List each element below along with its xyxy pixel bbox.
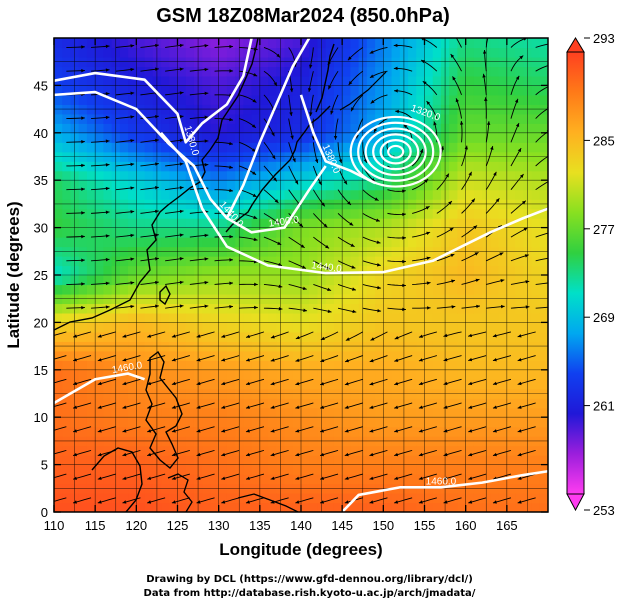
- y-tick-label: 20: [34, 315, 48, 330]
- colorbar: 253 261 269 277 285 293: [566, 31, 615, 518]
- height-contour: [160, 131, 548, 275]
- height-contour: [299, 94, 376, 185]
- x-tick-label: 160: [455, 518, 477, 533]
- coastline-sakhalin: [315, 43, 335, 113]
- colorbar-bottom-arrow: [566, 493, 585, 512]
- contour-label: 1460.0: [111, 360, 143, 376]
- height-contour: [54, 38, 311, 220]
- y-tick-label: 40: [34, 126, 48, 141]
- low-contour-ring: [364, 127, 427, 177]
- colorbar-tick-label: 269: [593, 310, 615, 325]
- height-contour: [54, 38, 253, 144]
- colorbar-tick-label: 253: [593, 503, 615, 518]
- low-contour-ring: [379, 139, 412, 165]
- grid-lines: [54, 38, 548, 512]
- coastline-sulawesi: [167, 473, 193, 512]
- y-tick-label: 25: [34, 268, 48, 283]
- colorbar-tick-label: 285: [593, 133, 615, 148]
- y-tick-label: 10: [34, 410, 48, 425]
- colorbar-tick-label: 293: [593, 31, 615, 46]
- y-tick-label: 5: [41, 458, 48, 473]
- x-tick-label: 165: [496, 518, 518, 533]
- x-axis-label: Longitude (degrees): [219, 540, 382, 559]
- x-tick-label: 135: [249, 518, 271, 533]
- x-tick-label: 120: [125, 518, 147, 533]
- x-tick-label: 110: [44, 518, 65, 533]
- contour-label: 1460.0: [426, 476, 457, 487]
- contour-label: 1440.0: [311, 260, 343, 275]
- x-tick-label: 150: [372, 518, 394, 533]
- y-tick-label: 30: [34, 221, 48, 236]
- y-axis: 0 5 10 15 20 25 30 35 40 45: [34, 78, 548, 520]
- contour-label: 1400.0: [268, 214, 300, 229]
- height-contour: [341, 469, 548, 512]
- y-tick-label: 15: [34, 363, 48, 378]
- credit-data: Data from http://database.rish.kyoto-u.a…: [143, 588, 476, 599]
- y-tick-label: 0: [41, 505, 48, 520]
- coastline-asia: [54, 38, 259, 331]
- colorbar-top-arrow: [566, 37, 585, 53]
- x-tick-label: 140: [290, 518, 312, 533]
- y-tick-label: 45: [34, 78, 48, 93]
- coastline-kuril: [339, 71, 387, 111]
- colorbar-tick-label: 277: [593, 222, 615, 237]
- x-tick-label: 115: [85, 518, 106, 533]
- y-tick-label: 35: [34, 173, 48, 188]
- coastline-taiwan: [159, 284, 171, 306]
- colorbar-tick-label: 261: [593, 399, 615, 414]
- x-tick-label: 130: [208, 518, 230, 533]
- low-contour-ring: [387, 144, 405, 159]
- coastline-borneo: [91, 447, 143, 512]
- height-contour: [54, 372, 145, 405]
- x-axis: 110 115 120 125 130 135 140 145 150 155 160 165: [44, 38, 518, 533]
- x-tick-label: 155: [414, 518, 436, 533]
- colorbar-gradient: [566, 51, 585, 495]
- x-tick-label: 145: [331, 518, 353, 533]
- height-contour: [226, 165, 327, 234]
- low-contour-ring: [349, 115, 442, 188]
- low-contour-ring: [357, 121, 435, 182]
- credit-drawing: Drawing by DCL (https://www.gfd-dennou.o…: [146, 574, 473, 585]
- streamlines: [54, 38, 548, 504]
- low-contour-ring: [372, 133, 420, 171]
- x-tick-label: 125: [167, 518, 189, 533]
- chart-title: GSM 18Z08Mar2024 (850.0hPa): [156, 5, 450, 27]
- coastline-newguinea: [237, 493, 299, 512]
- y-axis-label: Latitude (degrees): [4, 201, 23, 348]
